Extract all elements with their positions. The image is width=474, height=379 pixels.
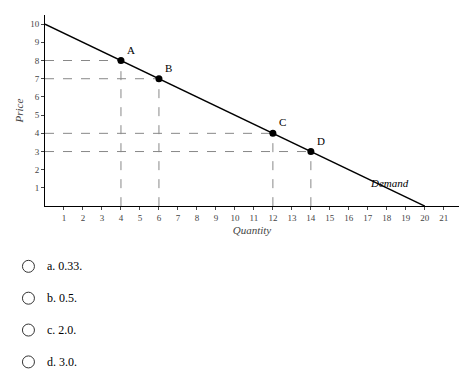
- svg-text:15: 15: [325, 213, 335, 223]
- svg-text:12: 12: [268, 213, 277, 223]
- svg-text:B: B: [165, 62, 172, 74]
- svg-text:A: A: [127, 44, 135, 56]
- svg-text:14: 14: [306, 213, 316, 223]
- svg-text:10: 10: [230, 213, 240, 223]
- svg-text:1: 1: [35, 183, 40, 193]
- svg-text:b. 0.5.: b. 0.5.: [47, 291, 77, 305]
- svg-text:9: 9: [35, 37, 40, 47]
- svg-text:10: 10: [30, 19, 40, 29]
- svg-text:7: 7: [35, 74, 40, 84]
- svg-text:8: 8: [35, 56, 40, 66]
- svg-text:c. 2.0.: c. 2.0.: [47, 323, 76, 337]
- svg-text:17: 17: [363, 213, 373, 223]
- svg-text:19: 19: [401, 213, 411, 223]
- svg-text:2: 2: [35, 165, 40, 175]
- svg-text:Demand: Demand: [370, 177, 409, 189]
- svg-text:13: 13: [287, 213, 297, 223]
- svg-text:5: 5: [138, 213, 143, 223]
- svg-text:3: 3: [35, 147, 40, 157]
- svg-text:a. 0.33.: a. 0.33.: [47, 259, 82, 273]
- svg-text:20: 20: [420, 213, 430, 223]
- svg-text:9: 9: [214, 213, 219, 223]
- svg-text:8: 8: [195, 213, 200, 223]
- svg-text:16: 16: [344, 213, 354, 223]
- svg-text:6: 6: [157, 213, 162, 223]
- svg-text:21: 21: [439, 213, 448, 223]
- svg-text:4: 4: [35, 128, 40, 138]
- svg-text:C: C: [279, 116, 286, 128]
- svg-text:d. 3.0.: d. 3.0.: [47, 355, 77, 369]
- svg-text:2: 2: [81, 213, 86, 223]
- svg-text:7: 7: [176, 213, 181, 223]
- svg-text:D: D: [317, 135, 325, 147]
- svg-text:5: 5: [35, 110, 40, 120]
- svg-text:11: 11: [250, 213, 259, 223]
- svg-text:4: 4: [119, 213, 124, 223]
- svg-text:6: 6: [35, 92, 40, 102]
- svg-text:3: 3: [100, 213, 105, 223]
- svg-text:18: 18: [382, 213, 392, 223]
- svg-text:Price: Price: [13, 99, 25, 124]
- svg-text:Quantity: Quantity: [233, 224, 272, 236]
- svg-text:1: 1: [62, 213, 67, 223]
